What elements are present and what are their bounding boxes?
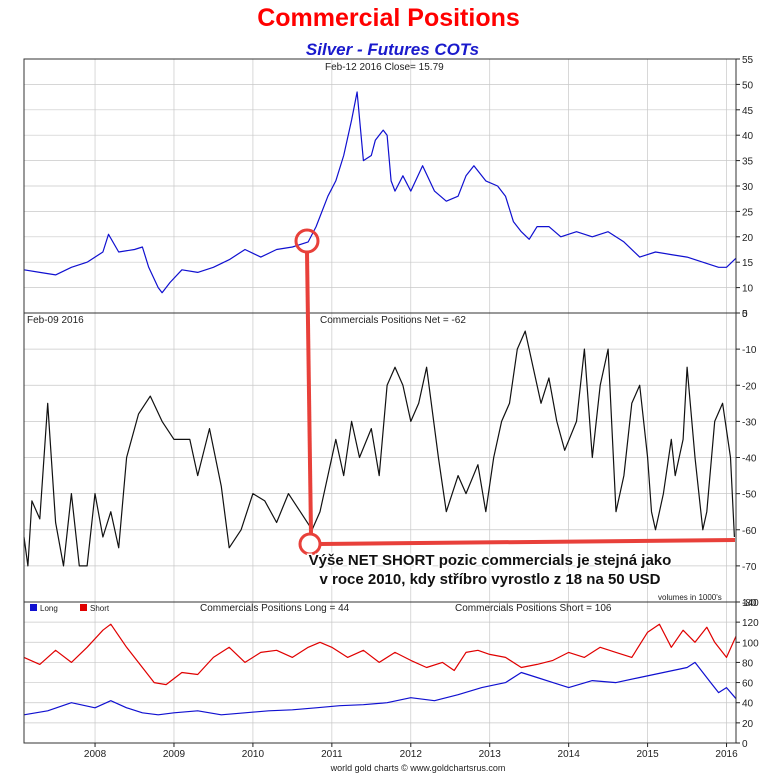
annotation-line-2: v roce 2010, kdy stříbro vyrostlo z 18 n… — [320, 571, 661, 588]
y-tick-label: -50 — [742, 490, 757, 501]
annotation-circle-price — [294, 228, 320, 254]
y-tick-label: 35 — [742, 157, 754, 168]
y-tick-label: 50 — [742, 80, 754, 91]
y-tick-label: 120 — [742, 618, 759, 629]
legend-long-swatch — [30, 604, 37, 611]
panel-frame — [23, 601, 737, 744]
short-title: Commercials Positions Short = 106 — [455, 603, 612, 614]
y-tick-label: 55 — [742, 55, 754, 66]
x-tick-label: 2009 — [163, 749, 186, 760]
x-tick-label: 2014 — [558, 749, 581, 760]
x-tick-label: 2010 — [242, 749, 265, 760]
grid-lines — [24, 58, 736, 744]
x-tick-label: 2012 — [400, 749, 423, 760]
long-series-line — [23, 661, 737, 716]
annotation-line-1: Výše NET SHORT pozic commercials je stej… — [309, 552, 672, 569]
y-tick-label: 40 — [742, 131, 754, 142]
page-title: Commercial Positions — [257, 4, 520, 32]
annotation-circle-net — [298, 532, 322, 556]
footer-credit: world gold charts © www.goldchartsrus.co… — [330, 763, 506, 773]
y-tick-label: 30 — [742, 182, 754, 193]
legend-short-swatch — [80, 604, 87, 611]
y-tick-label: 80 — [742, 658, 754, 669]
y-tick-label: -30 — [742, 417, 757, 428]
long-title: Commercials Positions Long = 44 — [200, 603, 350, 614]
y-tick-label: 100 — [742, 638, 759, 649]
y-tick-label: -10 — [742, 345, 757, 356]
long-short-panel — [23, 623, 737, 716]
page-subtitle: Silver - Futures COTs — [305, 40, 480, 59]
y-tick-label: -60 — [742, 526, 757, 537]
annotation-horizontal-line — [319, 538, 736, 546]
price-header: Feb-12 2016 Close= 15.79 — [325, 62, 444, 73]
units-note: volumes in 1000's — [658, 593, 722, 602]
y-tick-label: 25 — [742, 207, 754, 218]
annotation-vertical-line — [305, 251, 313, 535]
panel-frames — [23, 58, 737, 744]
y-tick-label: -20 — [742, 381, 757, 392]
y-tick-label: 40 — [742, 699, 754, 710]
legend-short-label: Short — [90, 604, 110, 613]
x-tick-label: 2011 — [321, 749, 343, 760]
net-series-line — [23, 330, 735, 567]
y-tick-label: 60 — [742, 679, 754, 690]
y-tick-label: -70 — [742, 562, 757, 573]
annotation-overlay — [294, 228, 736, 556]
net-title: Commercials Positions Net = -62 — [320, 315, 466, 326]
y-tick-label: -80 — [742, 598, 757, 609]
y-tick-label: 20 — [742, 233, 754, 244]
x-tick-label: 2008 — [84, 749, 107, 760]
price-series-line — [23, 91, 737, 294]
net-panel — [23, 330, 735, 567]
y-tick-label: 0 — [742, 739, 748, 750]
y-tick-label: 5 — [742, 309, 748, 320]
y-tick-label: 20 — [742, 719, 754, 730]
axis-ticks: 5 10 15 20 25 30 35 40 45 50 55 0 -10 -20 -30 -40 -50 -60… — [84, 55, 759, 760]
y-tick-label: -40 — [742, 454, 757, 465]
x-tick-label: 2016 — [715, 749, 738, 760]
y-tick-label: 45 — [742, 106, 754, 117]
y-tick-label: 0 — [742, 309, 748, 320]
y-tick-label: 140 — [742, 598, 759, 609]
y-tick-label: 15 — [742, 258, 754, 269]
y-tick-label: 10 — [742, 284, 754, 295]
net-header: Feb-09 2016 — [27, 315, 84, 326]
price-panel — [23, 91, 737, 294]
x-tick-label: 2013 — [479, 749, 502, 760]
short-series-line — [23, 623, 737, 686]
x-tick-label: 2015 — [636, 749, 659, 760]
legend-long-label: Long — [40, 604, 58, 613]
